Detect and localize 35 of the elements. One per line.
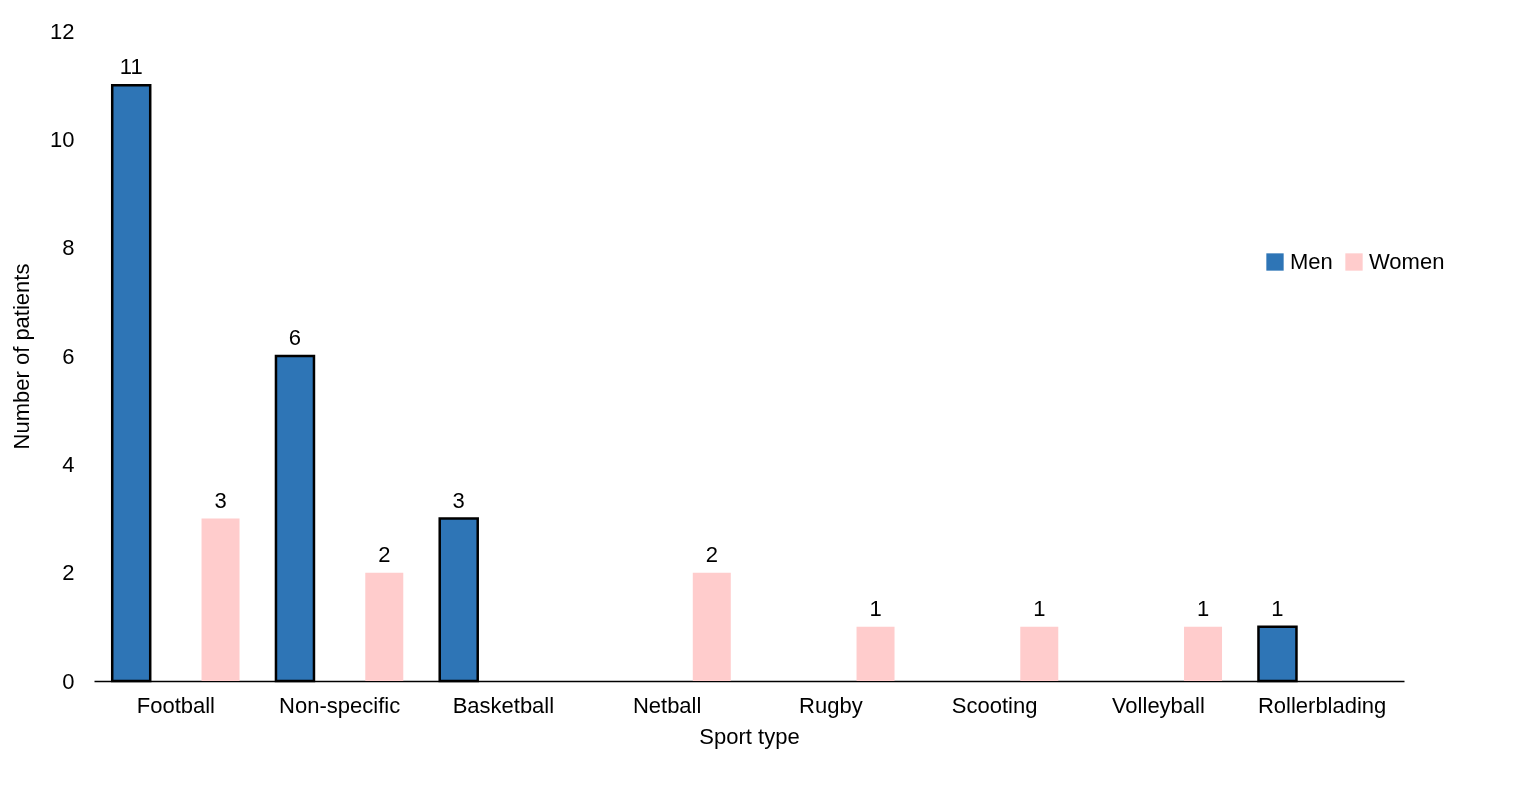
data-label: 2 (705, 541, 718, 567)
y-tick-label: 12 (50, 18, 75, 44)
y-axis-title: Number of patients (9, 263, 35, 450)
bar (365, 572, 404, 681)
x-tick-label: Netball (632, 692, 702, 718)
legend-label: Men (1290, 249, 1333, 274)
data-label: 1 (869, 595, 882, 621)
x-tick-label: Scooting (951, 692, 1038, 718)
y-tick-label: 10 (50, 126, 75, 152)
y-tick-label: 0 (62, 668, 75, 694)
bar (1184, 626, 1223, 681)
x-tick-label: Non-specific (279, 692, 401, 718)
y-tick-label: 4 (62, 451, 75, 477)
data-label: 1 (1196, 595, 1210, 621)
data-label: 2 (378, 541, 391, 567)
y-tick-label: 8 (62, 235, 75, 261)
data-label: 3 (452, 487, 465, 513)
bar (856, 626, 895, 681)
x-axis-title: Sport type (699, 723, 800, 749)
x-tick-label: Basketball (452, 692, 555, 718)
y-tick-label: 6 (62, 343, 75, 369)
x-tick-label: Volleyball (1111, 692, 1205, 718)
bar (692, 572, 731, 681)
bar (1020, 626, 1059, 681)
bar (201, 518, 240, 681)
y-tick-label: 2 (62, 560, 75, 586)
data-label: 6 (288, 325, 302, 350)
legend-label: Women (1369, 249, 1445, 274)
data-label: 1 (1271, 595, 1284, 621)
x-tick-label: Rugby (799, 692, 863, 718)
data-label: 11 (119, 54, 143, 80)
x-tick-label: Rollerblading (1257, 692, 1387, 718)
data-label: 1 (1033, 595, 1046, 621)
x-tick-label: Football (136, 692, 216, 718)
data-label: 3 (214, 487, 227, 513)
